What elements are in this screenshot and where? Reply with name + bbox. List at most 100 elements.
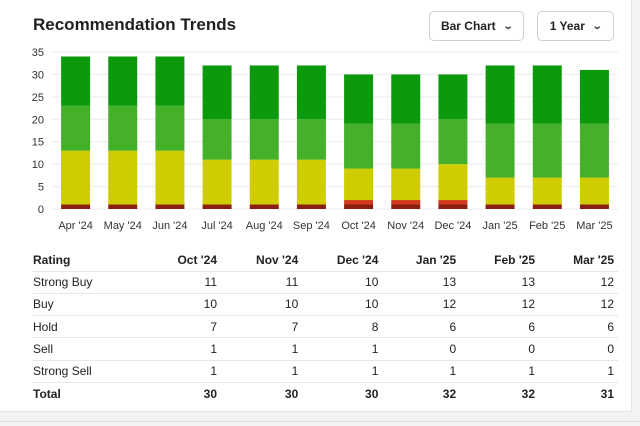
y-tick-label: 0 [38, 204, 44, 216]
bar-segment [532, 177, 562, 205]
table-cell: 10 [144, 293, 221, 317]
x-tick-label: Apr '24 [58, 220, 93, 232]
table-cell: 1 [302, 337, 383, 361]
bar-segment [108, 105, 138, 151]
table-row: Strong Buy 11 11 10 13 13 12 [33, 271, 618, 294]
table-cell: 0 [382, 337, 461, 361]
table-cell: 8 [302, 315, 383, 339]
x-tick-label: Dec '24 [434, 220, 471, 232]
x-tick-label: Jun '24 [152, 220, 187, 232]
table-cell: Buy [33, 293, 145, 317]
bar-segment [155, 204, 185, 209]
table-cell: 12 [539, 293, 618, 317]
table-cell: 11 [221, 271, 303, 294]
bar-segment [249, 159, 279, 205]
table-cell: 6 [539, 315, 618, 339]
bar-segment [249, 204, 279, 209]
bar-segment [108, 56, 138, 106]
bar-segment [296, 159, 326, 205]
table-cell: 12 [539, 271, 618, 294]
bar-segment [391, 200, 421, 205]
column-header: Jan '25 [382, 250, 461, 272]
bar-segment [296, 65, 326, 120]
x-tick-label: Nov '24 [387, 220, 424, 232]
time-range-dropdown[interactable]: 1 Year ⌄ [537, 11, 614, 41]
chevron-down-icon: ⌄ [502, 20, 514, 32]
time-range-label: 1 Year [549, 19, 585, 33]
bar-segment [532, 204, 562, 209]
table-cell: 10 [302, 271, 383, 294]
table-cell: 0 [539, 337, 618, 361]
table-cell: 1 [382, 360, 461, 383]
x-tick-label: May '24 [104, 220, 142, 232]
table-row: Sell 1 1 1 0 0 0 [33, 337, 618, 361]
bar-segment [579, 69, 609, 124]
chevron-down-icon: ⌄ [591, 20, 603, 32]
y-tick-label: 20 [32, 114, 44, 126]
bar-segment [296, 119, 326, 160]
bar-segment [344, 168, 374, 201]
bar-segment [61, 105, 91, 151]
column-header: Feb '25 [460, 250, 540, 272]
table-cell: 6 [460, 315, 540, 339]
table-row: Hold 7 7 8 6 6 6 [33, 315, 618, 339]
bar-segment [155, 105, 185, 151]
bar-segment [249, 65, 279, 120]
y-tick-label: 15 [32, 137, 44, 149]
table-cell: 6 [382, 315, 461, 339]
recommendation-table: Rating Oct '24 Nov '24 Dec '24 Jan '25 Feb '2… [33, 250, 618, 405]
bar-segment [344, 123, 374, 169]
table-header-row: Rating Oct '24 Nov '24 Dec '24 Jan '25 Feb '2… [33, 250, 618, 272]
table-cell: 1 [144, 360, 221, 383]
bar-segment [438, 204, 468, 209]
table-cell: 10 [221, 293, 303, 317]
table-cell: 1 [302, 360, 383, 383]
bar-segment [485, 204, 515, 209]
bar-segment [438, 119, 468, 165]
bar-segment [579, 177, 609, 205]
x-tick-label: Jan '25 [483, 220, 518, 232]
bar-segment [61, 204, 91, 209]
bar-segment [391, 123, 421, 169]
table-cell: 12 [460, 293, 540, 317]
bar-segment [485, 65, 515, 124]
y-tick-label: 30 [32, 69, 44, 81]
column-header: Rating [33, 250, 145, 272]
bar-segment [202, 204, 232, 209]
table-cell: Total [33, 386, 61, 401]
stacked-bar-chart: 0 5 10 15 20 25 30 35 Apr '24 May '24 Jun '24 Jul '… [32, 47, 618, 232]
total-row: Total 30 30 30 32 32 31 [33, 382, 618, 404]
table-cell: 1 [539, 360, 618, 383]
table-row: Strong Sell 1 1 1 1 1 1 [33, 360, 618, 383]
table-cell: 7 [221, 315, 303, 339]
bar-segment [579, 123, 609, 178]
x-tick-label: Feb '25 [529, 220, 565, 232]
table-cell: 10 [302, 293, 383, 317]
chart-type-dropdown[interactable]: Bar Chart ⌄ [429, 11, 524, 41]
table-cell: 30 [284, 386, 299, 401]
table-cell: 13 [382, 271, 461, 294]
table-cell: 1 [460, 360, 540, 383]
bar-segment [438, 164, 468, 201]
y-tick-label: 35 [32, 47, 44, 59]
bar-segment [155, 56, 185, 106]
table-cell: 31 [600, 386, 614, 401]
bar-segment [61, 56, 91, 106]
table-cell: 32 [521, 386, 536, 401]
bar-segment [391, 204, 421, 209]
table-cell: Hold [33, 315, 145, 339]
table-cell: 12 [382, 293, 461, 317]
recommendation-trends-card: Recommendation Trends Bar Chart ⌄ 1 Year… [0, 0, 632, 412]
chart-type-label: Bar Chart [440, 19, 496, 33]
column-header: Dec '24 [302, 250, 383, 272]
x-tick-label: Oct '24 [341, 220, 376, 232]
bar-segment [391, 74, 421, 124]
y-tick-label: 10 [32, 159, 44, 171]
bar-segment [344, 200, 374, 205]
x-tick-label: Jul '24 [201, 220, 232, 232]
bar-segment [108, 204, 138, 209]
bar-segment [108, 150, 138, 205]
bar-segment [202, 159, 232, 205]
bar-segment [485, 123, 515, 178]
bar-segment [532, 65, 562, 124]
